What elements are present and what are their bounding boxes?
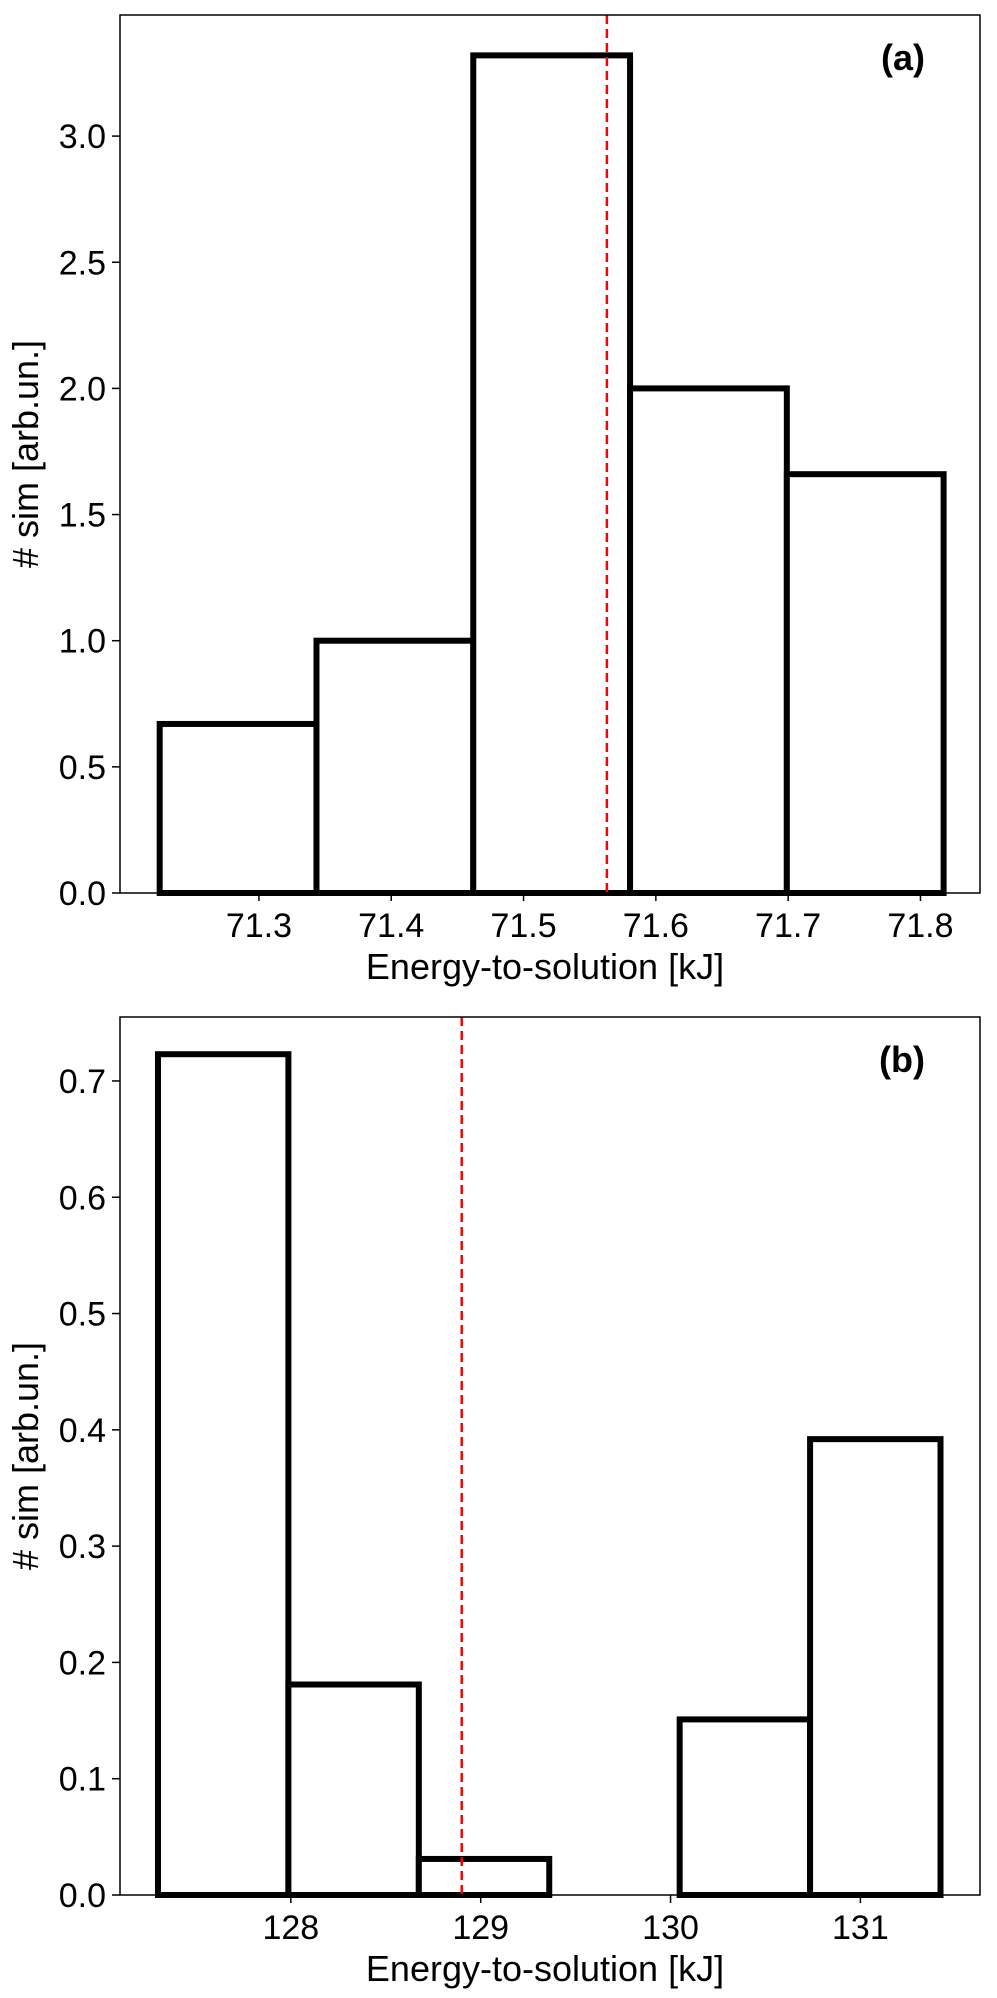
x-tick-label: 129 <box>452 1909 509 1947</box>
y-tick-label: 1.5 <box>59 497 106 535</box>
y-tick-label: 1.0 <box>59 623 106 661</box>
y-tick-label: 0.1 <box>59 1761 106 1799</box>
y-tick-label: 0.6 <box>59 1179 106 1217</box>
histogram-bar <box>285 1681 422 1898</box>
histogram-bar <box>156 720 320 897</box>
histogram-bar <box>807 1436 944 1898</box>
x-tick-label: 131 <box>832 1909 889 1947</box>
y-tick-label: 2.5 <box>59 244 106 282</box>
y-axis-label: # sim [arb.un.] <box>5 1342 46 1570</box>
chart-panel-b: 128 129 130 131 0.0 0.1 0.2 0.3 0.4 0.5 0.6 0.7 Ener… <box>5 1016 981 1989</box>
x-tick-label: 130 <box>642 1909 699 1947</box>
y-tick-label: 2.0 <box>59 370 106 408</box>
x-tick-label: 128 <box>262 1909 319 1947</box>
chart-panel-a: 71.3 71.4 71.5 71.6 71.7 71.8 0.0 0.5 1.0 1.5 2.0 2… <box>5 14 981 987</box>
histogram-bar <box>470 52 634 897</box>
histogram-bar <box>415 1855 553 1899</box>
y-tick-label: 0.0 <box>59 1877 106 1915</box>
x-tick-label: 71.6 <box>623 907 689 945</box>
histogram-bar <box>154 1051 292 1898</box>
y-axis-label: # sim [arb.un.] <box>5 340 46 568</box>
y-tick-label: 0.7 <box>59 1063 106 1101</box>
histogram-bar <box>783 471 947 896</box>
histogram-bar <box>313 637 477 897</box>
x-tick-label: 71.7 <box>755 907 821 945</box>
plot-frame <box>119 14 981 894</box>
panel-tag: (b) <box>879 1039 925 1080</box>
panel-tag: (a) <box>881 37 925 78</box>
y-tick-label: 0.4 <box>59 1412 106 1450</box>
y-tick-label: 3.0 <box>59 118 106 156</box>
histogram-bar <box>627 385 790 896</box>
y-tick-label: 0.5 <box>59 749 106 787</box>
plot-frame <box>119 1016 981 1896</box>
y-tick-label: 0.0 <box>59 875 106 913</box>
histogram-bar <box>676 1716 814 1899</box>
x-tick-label: 71.5 <box>490 907 556 945</box>
x-axis-label: Energy-to-solution [kJ] <box>366 1948 724 1989</box>
x-tick-label: 71.4 <box>358 907 424 945</box>
x-tick-label: 71.3 <box>226 907 292 945</box>
y-tick-label: 0.2 <box>59 1644 106 1682</box>
y-tick-label: 0.5 <box>59 1296 106 1334</box>
y-tick-label: 0.3 <box>59 1528 106 1566</box>
x-axis-label: Energy-to-solution [kJ] <box>366 946 724 987</box>
x-tick-label: 71.8 <box>887 907 953 945</box>
